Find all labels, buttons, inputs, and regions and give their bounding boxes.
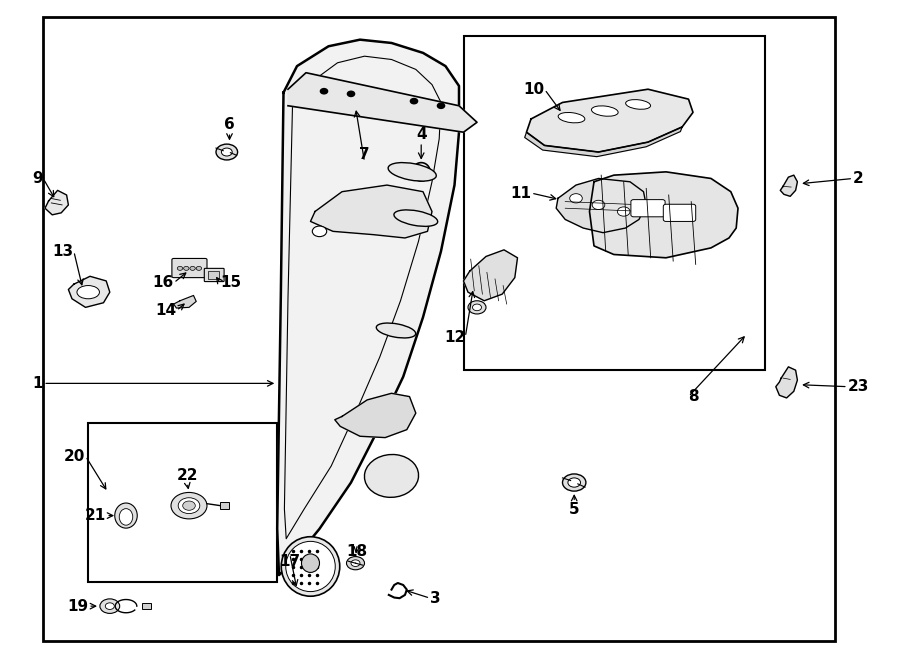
Circle shape [184, 266, 189, 270]
Bar [142, 603, 151, 609]
Ellipse shape [388, 163, 436, 181]
FancyBboxPatch shape [631, 200, 665, 217]
Text: 10: 10 [524, 82, 544, 97]
Circle shape [312, 226, 327, 237]
Ellipse shape [119, 509, 133, 525]
Circle shape [437, 103, 445, 108]
Circle shape [351, 560, 360, 566]
Text: 23: 23 [848, 379, 869, 394]
Ellipse shape [394, 210, 437, 226]
Bar [43, 17, 835, 641]
Text: 18: 18 [346, 544, 368, 559]
Text: 14: 14 [156, 303, 176, 318]
FancyBboxPatch shape [204, 268, 224, 282]
Bar [220, 502, 229, 509]
Polygon shape [556, 178, 646, 233]
Ellipse shape [364, 455, 418, 497]
Ellipse shape [376, 323, 416, 338]
Text: 16: 16 [152, 276, 174, 290]
Polygon shape [288, 73, 477, 132]
Circle shape [472, 304, 482, 311]
Bar [464, 36, 765, 370]
Text: 9: 9 [32, 171, 43, 186]
Text: 20: 20 [64, 449, 86, 463]
Circle shape [562, 474, 586, 491]
Circle shape [592, 200, 605, 210]
Polygon shape [45, 190, 68, 215]
Text: 3: 3 [430, 591, 441, 605]
Bar [88, 423, 277, 582]
Circle shape [346, 557, 364, 570]
Text: 22: 22 [176, 467, 198, 483]
Polygon shape [310, 185, 432, 238]
Text: 5: 5 [569, 502, 580, 518]
Polygon shape [776, 367, 797, 398]
Text: 7: 7 [359, 147, 370, 162]
Polygon shape [277, 40, 459, 575]
Ellipse shape [77, 286, 99, 299]
Text: 1: 1 [32, 376, 43, 391]
Text: 8: 8 [688, 389, 699, 404]
Ellipse shape [302, 554, 319, 572]
Circle shape [190, 266, 195, 270]
Circle shape [320, 89, 328, 94]
Text: 17: 17 [279, 554, 301, 569]
Circle shape [410, 98, 418, 104]
Text: 19: 19 [68, 599, 88, 613]
Circle shape [183, 501, 195, 510]
Text: 21: 21 [85, 508, 106, 523]
Polygon shape [780, 175, 797, 196]
Bar [208, 271, 219, 279]
Polygon shape [590, 172, 738, 258]
Circle shape [178, 498, 200, 514]
Circle shape [216, 144, 238, 160]
Circle shape [196, 266, 202, 270]
Circle shape [568, 478, 580, 487]
Polygon shape [174, 295, 196, 308]
Circle shape [171, 492, 207, 519]
FancyBboxPatch shape [172, 258, 207, 278]
Polygon shape [464, 250, 518, 301]
Circle shape [347, 91, 355, 97]
Polygon shape [68, 276, 110, 307]
Ellipse shape [115, 503, 137, 528]
Ellipse shape [591, 106, 618, 116]
Ellipse shape [558, 112, 585, 123]
Ellipse shape [281, 537, 340, 596]
Text: 12: 12 [444, 330, 465, 344]
Circle shape [617, 207, 630, 216]
Circle shape [100, 599, 120, 613]
Text: 2: 2 [853, 171, 864, 186]
Circle shape [105, 603, 114, 609]
Ellipse shape [626, 100, 651, 109]
Text: 4: 4 [416, 127, 427, 142]
Ellipse shape [286, 541, 335, 592]
FancyBboxPatch shape [663, 204, 696, 221]
Text: 11: 11 [510, 186, 531, 200]
Text: 13: 13 [53, 244, 74, 258]
Circle shape [570, 194, 582, 203]
Circle shape [177, 266, 183, 270]
Circle shape [468, 301, 486, 314]
Polygon shape [525, 127, 682, 157]
Text: 6: 6 [224, 117, 235, 132]
Polygon shape [526, 89, 693, 152]
Circle shape [221, 148, 232, 156]
Polygon shape [335, 393, 416, 438]
Text: 15: 15 [220, 276, 241, 290]
